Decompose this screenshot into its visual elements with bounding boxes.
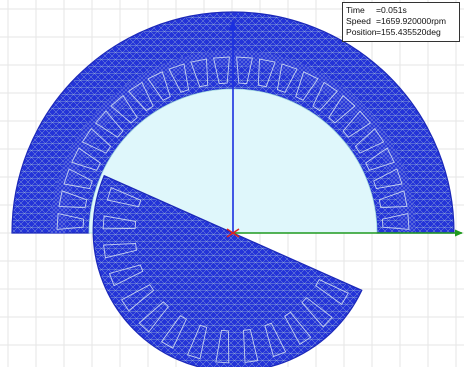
stator-mesh (11, 11, 455, 234)
stator-slot (378, 190, 408, 209)
stator-slot (63, 168, 93, 190)
speed-value: =1659.920000rpm (376, 16, 447, 26)
rotor-slot (138, 301, 169, 333)
position-row: Position =155.435520deg (346, 27, 456, 38)
stator-slot (276, 63, 298, 93)
rotor-slot (160, 315, 187, 349)
stator-slot (365, 147, 395, 171)
stator-slot (81, 128, 112, 154)
stator-slot (58, 190, 88, 209)
stator-slot (190, 58, 209, 88)
time-value: =0.051s (376, 5, 407, 15)
rotor-slot (120, 284, 155, 312)
rotor-slot (108, 264, 144, 287)
rotor-slot (315, 279, 349, 306)
stator-slot (257, 58, 276, 88)
time-row: Time =0.051s (346, 5, 456, 16)
stator-slot (213, 56, 230, 85)
stator-slot (94, 110, 124, 138)
stator-slot (295, 71, 319, 101)
stator-slot (342, 110, 372, 138)
stator-slot (328, 94, 356, 124)
rotor-mesh (92, 174, 363, 367)
rotor-slots (102, 186, 349, 364)
rotor-slot (301, 297, 333, 328)
stator-slot (354, 128, 385, 154)
stator-slot (56, 213, 85, 230)
rotor-slot (102, 215, 137, 230)
y-axis-arrow-icon (229, 20, 237, 30)
origin-marker-icon (226, 228, 240, 238)
rotor-slot (186, 324, 208, 360)
rotor-slot (264, 322, 287, 358)
stator-slot (110, 94, 138, 124)
rotor-slot (106, 186, 142, 208)
stator-slot (128, 81, 154, 112)
coordinate-axes: y (226, 9, 463, 238)
rotor-slot (243, 329, 259, 363)
position-label: Position (346, 27, 377, 37)
stator-slot (168, 63, 190, 93)
position-value: =155.435520deg (376, 27, 441, 37)
stator-slots (56, 56, 410, 230)
stator-slot (381, 213, 410, 230)
stator-slot (373, 168, 403, 190)
speed-row: Speed =1659.920000rpm (346, 16, 456, 27)
speed-label: Speed (346, 16, 371, 26)
stator-slot (147, 71, 171, 101)
time-label: Time (346, 5, 365, 15)
stator-slot (236, 56, 253, 85)
rotor-slot (215, 329, 230, 364)
simulation-status-box: Time =0.051s Speed =1659.920000rpm Posit… (342, 2, 460, 42)
stator-slot (312, 81, 338, 112)
y-axis-label: y (236, 9, 241, 19)
stator-slot (71, 147, 101, 171)
rotor-slot (103, 243, 137, 259)
rotor-slot (284, 311, 312, 346)
x-axis-arrow-icon (455, 229, 463, 237)
